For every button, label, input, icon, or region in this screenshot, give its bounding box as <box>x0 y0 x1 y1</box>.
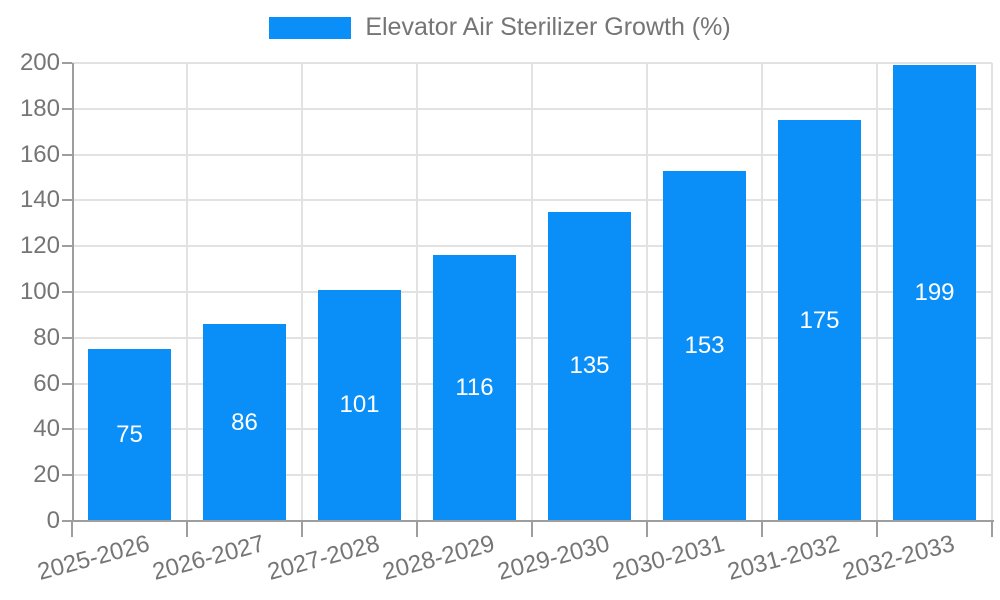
gridline-vertical <box>531 63 533 521</box>
bar-value-label: 75 <box>116 421 143 449</box>
y-axis-tick <box>62 291 72 293</box>
gridline-vertical <box>416 63 418 521</box>
bar-value-label: 101 <box>339 391 380 419</box>
x-tick-label: 2030-2031 <box>609 530 728 586</box>
y-tick-label: 60 <box>33 369 60 397</box>
x-tick-label: 2027-2028 <box>264 530 383 586</box>
x-tick-label: 2028-2029 <box>379 530 498 586</box>
bar-value-label: 199 <box>914 279 955 307</box>
x-axis-tick <box>531 522 533 537</box>
bar-value-label: 86 <box>231 408 258 436</box>
y-axis-tick <box>62 62 72 64</box>
bar: 199 <box>893 65 976 521</box>
y-tick-label: 180 <box>19 94 60 122</box>
y-axis-tick <box>62 107 72 110</box>
chart-legend[interactable]: Elevator Air Sterilizer Growth (%) <box>0 13 1000 42</box>
y-tick-label: 140 <box>19 186 60 214</box>
bar: 75 <box>88 349 171 521</box>
y-axis-tick <box>62 382 72 385</box>
y-tick-label: 120 <box>19 232 60 260</box>
y-axis-tick <box>62 199 72 202</box>
x-axis-tick <box>416 522 418 537</box>
bar: 86 <box>203 324 286 521</box>
x-tick-label: 2031-2032 <box>724 530 843 586</box>
y-axis-tick <box>62 153 72 156</box>
gridline-vertical <box>876 63 878 521</box>
bar: 101 <box>318 289 401 521</box>
bar: 135 <box>548 211 631 521</box>
y-axis-line <box>72 63 74 521</box>
legend-label: Elevator Air Sterilizer Growth (%) <box>365 13 731 41</box>
x-axis-tick <box>186 522 188 537</box>
y-tick-label: 20 <box>33 461 60 489</box>
bar: 175 <box>778 120 861 521</box>
y-axis-tick <box>62 520 72 522</box>
x-axis-tick <box>991 522 993 537</box>
bar: 153 <box>663 170 746 521</box>
bar-value-label: 175 <box>799 306 840 334</box>
x-axis-tick <box>71 522 73 537</box>
x-axis-line <box>72 520 994 522</box>
bar-value-label: 153 <box>684 331 725 359</box>
y-tick-label: 40 <box>33 415 60 443</box>
x-tick-label: 2026-2027 <box>149 530 268 586</box>
x-axis-tick <box>876 522 878 537</box>
y-axis-tick <box>62 336 72 339</box>
gridline-vertical <box>761 63 763 521</box>
gridline-vertical <box>301 63 303 521</box>
y-axis-tick <box>62 245 72 248</box>
y-tick-label: 80 <box>33 323 60 351</box>
x-axis-tick <box>761 522 763 537</box>
legend-swatch <box>269 16 352 39</box>
y-tick-label: 200 <box>19 49 60 76</box>
gridline-vertical <box>186 63 188 521</box>
y-tick-label: 100 <box>19 278 60 305</box>
y-tick-label: 0 <box>46 507 60 534</box>
x-tick-label: 2029-2030 <box>494 530 613 586</box>
bar-value-label: 116 <box>455 374 494 402</box>
x-axis-tick <box>301 522 303 537</box>
y-tick-label: 160 <box>19 140 60 168</box>
bar-value-label: 135 <box>569 352 610 380</box>
bar: 116 <box>433 255 516 521</box>
y-axis-tick <box>62 428 72 431</box>
gridline-vertical <box>991 63 993 521</box>
x-tick-label: 2032-2033 <box>839 530 958 586</box>
gridline-vertical <box>646 63 648 521</box>
x-axis-tick <box>646 522 648 537</box>
x-tick-label: 2025-2026 <box>34 530 153 586</box>
y-axis-tick <box>62 474 72 477</box>
